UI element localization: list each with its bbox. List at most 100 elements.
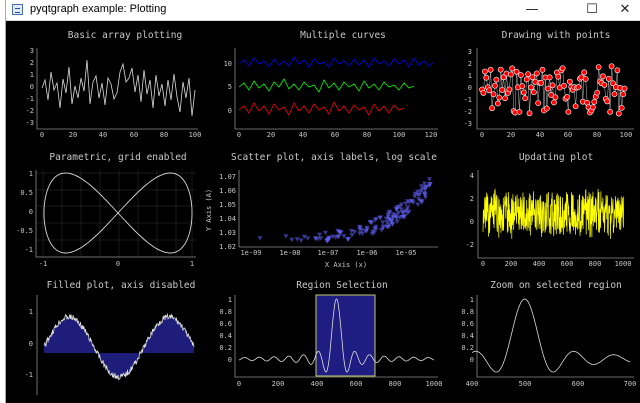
data-point	[572, 103, 579, 110]
data-point	[487, 66, 494, 73]
scatter-point	[396, 210, 402, 216]
plot-multiple-curves[interactable]: Multiple curves 10 5 0 0 20 40 60 80 100…	[224, 30, 438, 139]
plot-basic-array[interactable]: Basic array plotting 3 2 1 0 -1 -2 -3 0 …	[26, 30, 202, 139]
y-tick-label: 2	[30, 59, 34, 67]
x-tick-label: 200	[272, 380, 285, 388]
y-tick-label: 1	[468, 72, 472, 80]
scatter-point	[419, 184, 424, 189]
x-tick-label: 400	[311, 380, 324, 388]
plot-parametric[interactable]: Parametric, grid enabled 1 0.5 0 -0.5 -1…	[16, 152, 196, 268]
scatter-point	[364, 228, 370, 234]
data-point	[600, 73, 606, 80]
plot-axes	[238, 170, 438, 248]
x-tick-label: 20	[267, 131, 275, 139]
y-tick-label: 1.04	[219, 215, 236, 223]
y-tick-label: -1	[25, 246, 33, 254]
plot-title: Multiple curves	[300, 30, 386, 41]
scatter-point	[410, 200, 416, 206]
plot-axes	[477, 170, 634, 259]
x-tick-label: 100	[620, 131, 633, 139]
log-scatter-points	[257, 177, 433, 244]
x-tick-label: 0	[237, 380, 241, 388]
plot-updating[interactable]: Updating plot 4 2 0 -2 0 200 400 600 800…	[466, 152, 634, 268]
plot-title: Basic array plotting	[68, 30, 182, 41]
y-tick-label: 0	[470, 218, 474, 226]
x-tick-label: 1e-06	[356, 249, 377, 257]
scatter-point	[424, 184, 430, 190]
scatter-point	[301, 234, 307, 240]
scatter-point	[338, 230, 344, 235]
y-tick-label: -0.5	[16, 227, 33, 235]
x-tick-label: 500	[519, 380, 532, 388]
data-point	[483, 74, 490, 81]
scatter-point	[427, 177, 432, 182]
data-point	[604, 98, 611, 105]
plot-region-selection[interactable]: Region Selection 1 0.8 0.6 0.4 0.2 0 0 2…	[219, 280, 442, 388]
data-point	[538, 79, 544, 86]
data-point	[506, 86, 513, 93]
y-tick-label: 0	[29, 340, 33, 348]
zoomed-sinc-curve	[471, 298, 631, 373]
x-tick-label: 600	[350, 380, 363, 388]
data-point	[529, 74, 536, 81]
selection-region[interactable]	[315, 294, 376, 377]
data-point	[620, 91, 627, 98]
scatter-point	[422, 192, 428, 197]
y-tick-label: 3	[30, 47, 34, 55]
x-tick-label: 0	[480, 131, 484, 139]
x-tick-label: 40	[99, 131, 107, 139]
y-tick-label: 1	[29, 170, 33, 178]
y-tick-label: 0.4	[461, 332, 474, 340]
plot-axes	[234, 48, 438, 130]
scatter-point	[416, 197, 422, 202]
maximize-button[interactable]: ☐	[586, 2, 598, 17]
y-tick-label: -2	[464, 108, 472, 116]
scatter-point	[386, 217, 392, 222]
plot-title: Drawing with points	[502, 30, 611, 41]
scatter-point	[372, 226, 378, 231]
close-button[interactable]: ✕	[619, 2, 631, 17]
background-desktop-strip	[0, 0, 5, 403]
data-point	[526, 110, 533, 117]
x-tick-label: 400	[533, 260, 546, 268]
minimize-button[interactable]: —	[525, 2, 539, 17]
data-point	[490, 91, 497, 98]
scatter-point	[405, 205, 411, 210]
x-tick-label: 80	[160, 131, 168, 139]
scatter-point	[389, 219, 394, 224]
plot-scatter-log[interactable]: Scatter plot, axis labels, log scale 1.0…	[205, 152, 438, 269]
plot-axes	[234, 295, 438, 378]
y-tick-label: 0.2	[461, 344, 474, 352]
data-point	[517, 72, 524, 78]
scatter-point	[315, 237, 321, 242]
scatter-point	[402, 209, 408, 214]
scatter-point	[257, 236, 263, 241]
scatter-point	[289, 237, 295, 243]
scatter-point	[403, 201, 409, 206]
data-point	[552, 94, 559, 101]
title-bar[interactable]: pyqtgraph example: Plotting — ☐ ✕	[6, 0, 640, 21]
y-tick-label: 0.2	[219, 344, 232, 352]
scatter-point	[317, 232, 322, 238]
plot-filled-no-axis[interactable]: Filled plot, axis disabled 1 0 -1	[25, 280, 196, 395]
y-tick-label: 0.6	[219, 320, 232, 328]
data-point	[520, 89, 527, 96]
x-tick-label: 1000	[426, 380, 443, 388]
scatter-point	[423, 195, 428, 200]
scatter-point	[373, 216, 379, 222]
plot-drawing-with-points[interactable]: Drawing with points 3 2 1 0 -1 -2 -3 0 2…	[464, 30, 634, 139]
scatter-point	[360, 231, 365, 236]
data-point	[601, 81, 608, 88]
y-tick-label: 4	[470, 172, 474, 180]
x-tick-label: 1e-05	[395, 249, 416, 257]
y-tick-label: 0.5	[20, 189, 33, 197]
scatter-point	[386, 222, 392, 227]
x-tick-label: 800	[589, 260, 602, 268]
plot-zoom-region[interactable]: Zoom on selected region 1 0.8 0.6 0.4 0.…	[461, 280, 636, 388]
data-point	[611, 91, 618, 98]
x-tick-label: 0	[481, 260, 485, 268]
plot-title: Parametric, grid enabled	[49, 152, 186, 163]
data-point	[513, 68, 520, 75]
data-point	[564, 94, 570, 100]
scatter-point	[326, 235, 332, 241]
